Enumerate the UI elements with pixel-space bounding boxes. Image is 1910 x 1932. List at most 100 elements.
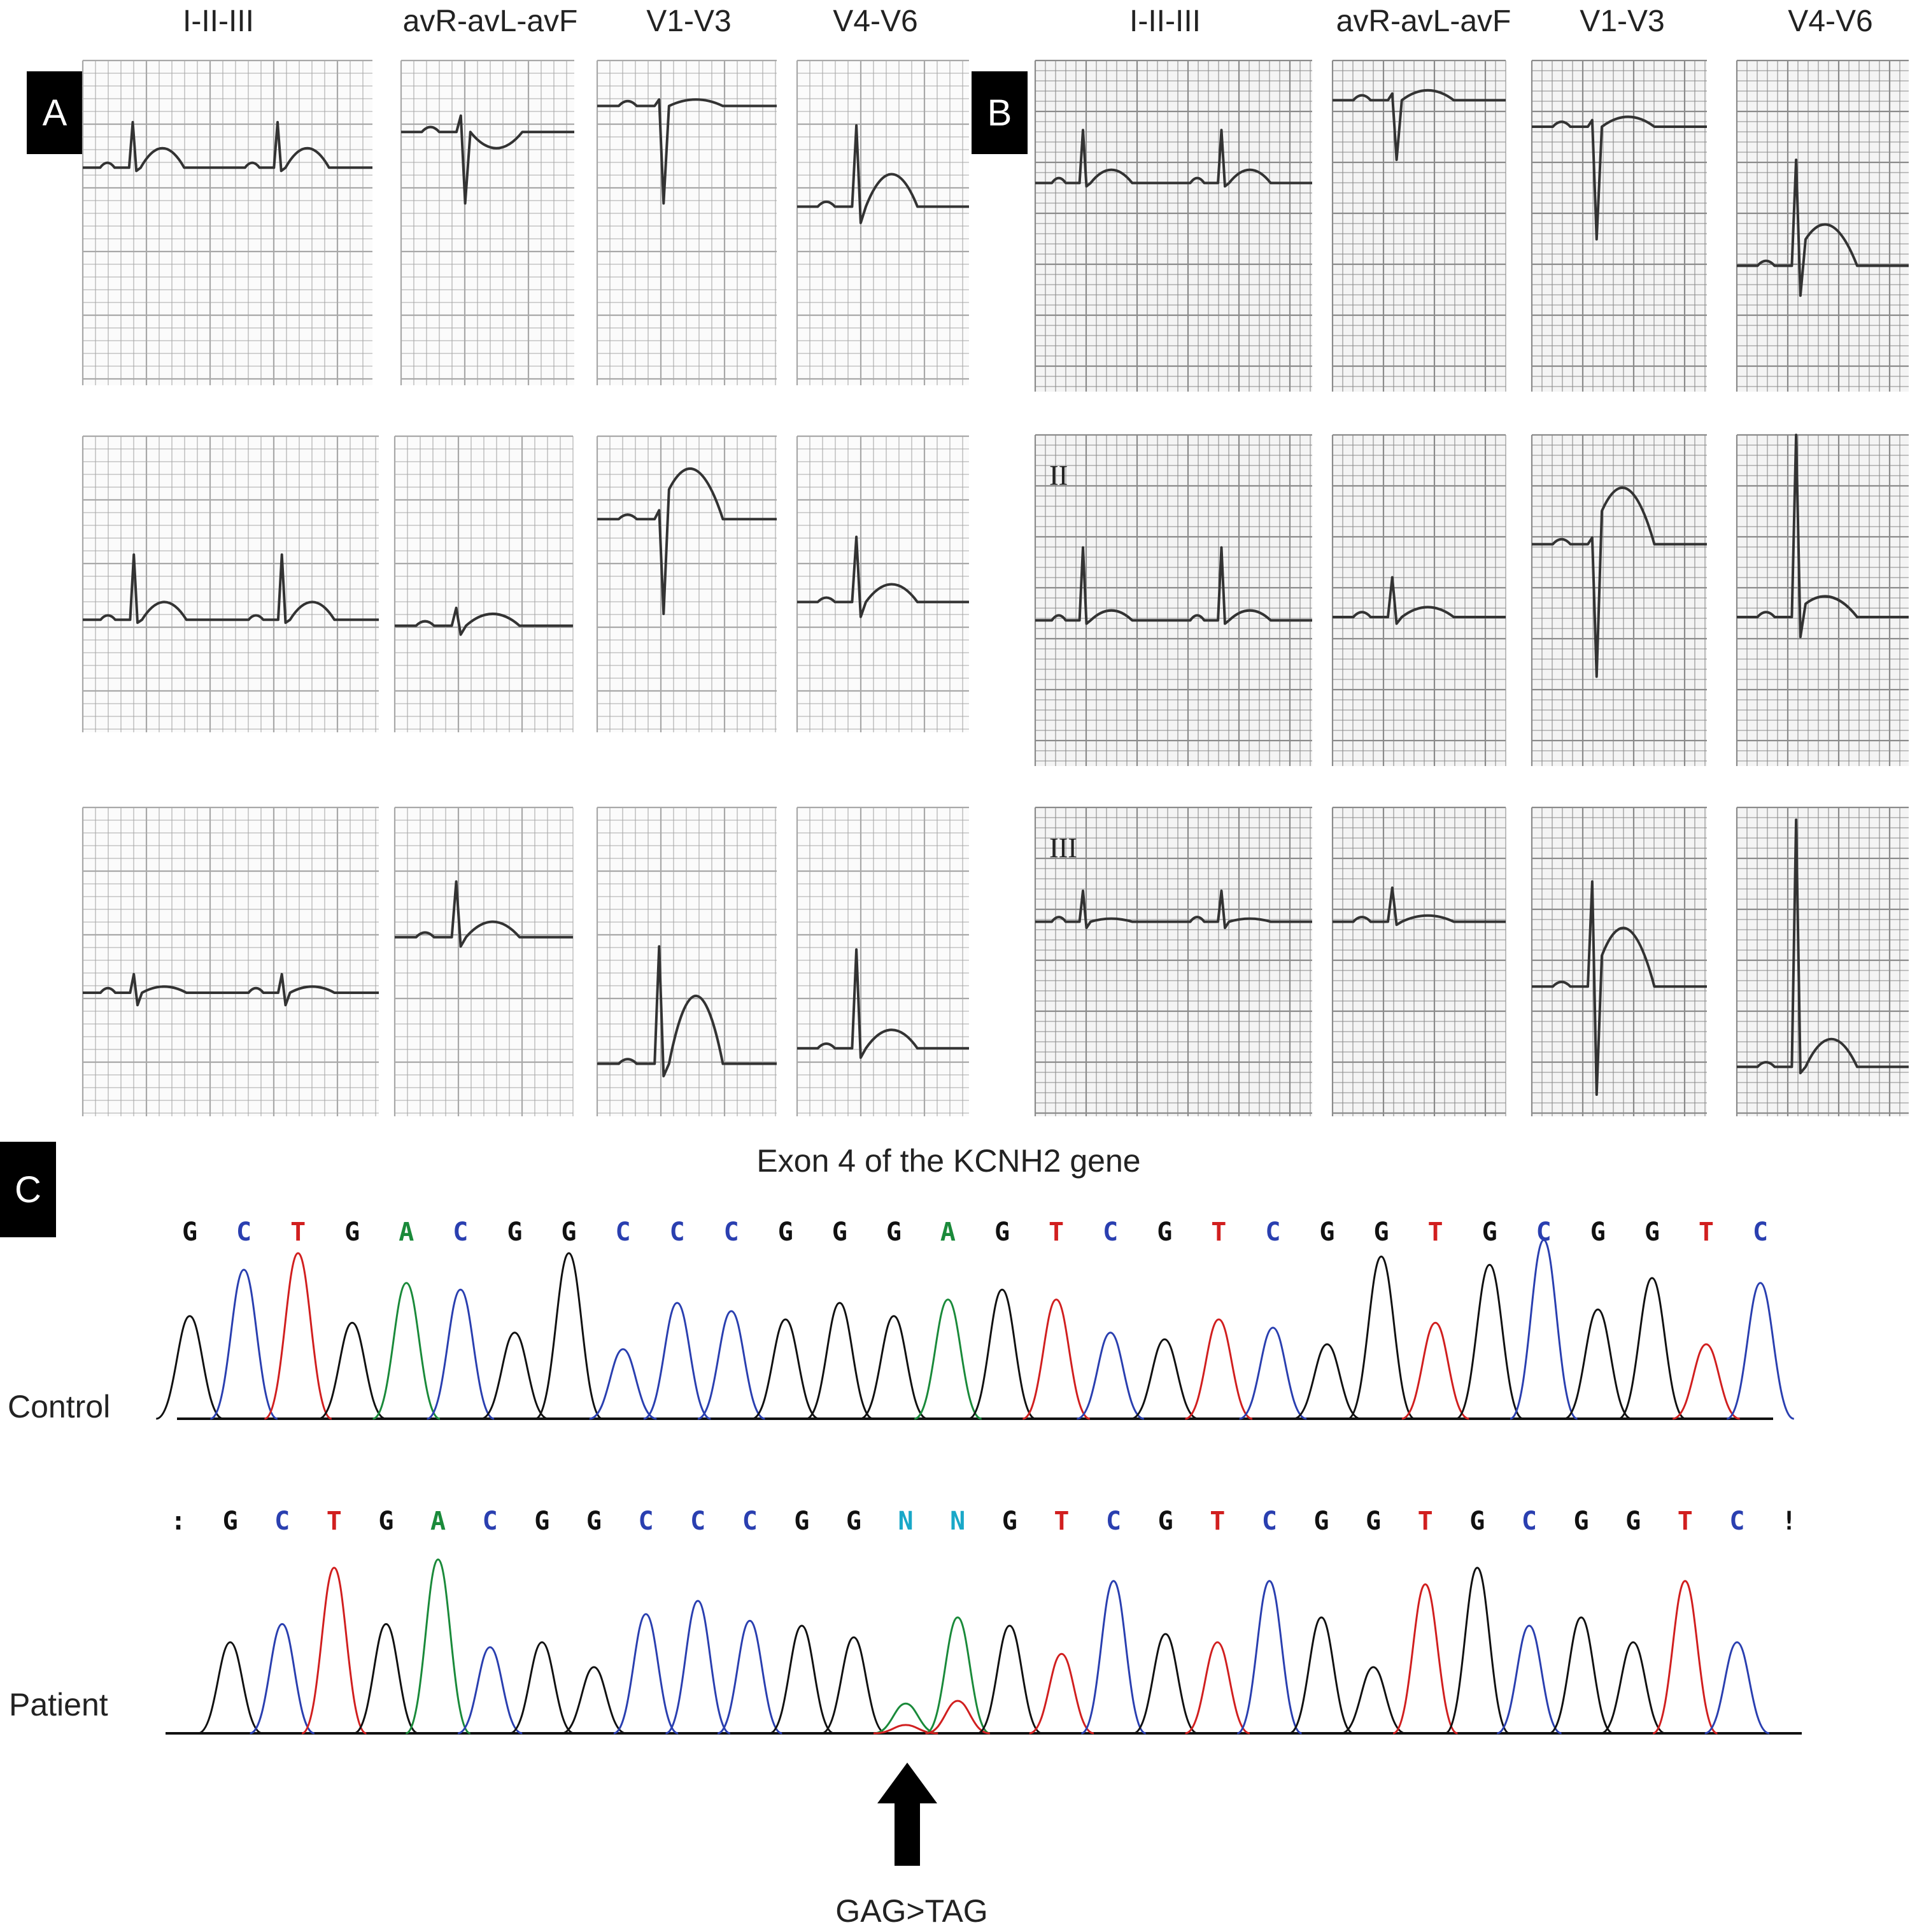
patient-base-call: G [223,1507,238,1536]
control-base-call: G [507,1218,522,1247]
panel-b-row1-strip-1 [1034,59,1312,392]
panel-a-header-v4v6: V4-V6 [833,4,918,38]
patient-base-call: ! [1781,1507,1797,1536]
ecg-trace [1035,546,1312,625]
ecg-trace [597,467,777,615]
ecg-trace [1333,576,1506,625]
ecg-trace [597,98,777,205]
ecg-trace [1333,89,1506,161]
control-peak [427,1288,495,1420]
control-peak [860,1315,928,1420]
ecg-trace [1532,487,1707,678]
sequencing-title: Exon 4 of the KCNH2 gene [756,1143,1141,1179]
panel-a-row3-strip-2 [393,806,574,1116]
patient-base-call: G [534,1507,549,1536]
panel-b-row2-strip-2 [1331,434,1506,766]
ecg-trace [395,880,573,948]
control-peak [805,1302,874,1420]
patient-base-call: T [1418,1507,1433,1536]
panel-b-header-v4v6: V4-V6 [1788,4,1873,38]
ecg-trace [597,945,777,1077]
control-peak [1239,1326,1307,1420]
control-base-call: G [344,1218,360,1247]
control-base-call: G [1373,1218,1389,1247]
patient-base-call: A [430,1507,446,1536]
control-base-call: G [1645,1218,1660,1247]
ecg-trace [1333,886,1506,927]
panel-a-row1-strip-2 [400,59,574,385]
control-base-call: G [994,1218,1010,1247]
patient-base-call: G [1158,1507,1173,1536]
ecg-trace [797,124,969,224]
control-base-call: G [1482,1218,1497,1247]
patient-peak [1236,1580,1303,1735]
ecg-trace [797,536,969,618]
control-base-call: G [182,1218,197,1247]
control-base-call: C [1103,1218,1118,1247]
control-base-call: C [1265,1218,1280,1247]
panel-a-row3-strip-4 [796,806,969,1116]
patient-peak [457,1646,523,1735]
patient-peak [1133,1633,1198,1735]
control-peak [372,1282,441,1420]
control-peak [1401,1321,1469,1420]
control-base-call: C [236,1218,251,1247]
patient-base-call: G [1574,1507,1589,1536]
panel-a-row2-strip-3 [596,435,777,732]
panel-b-row2-strip-4 [1736,434,1909,766]
ecg-trace [1532,880,1707,1096]
patient-peak [925,1616,991,1735]
patient-base-call: T [1210,1507,1225,1536]
control-peak [318,1321,386,1420]
control-peak [1077,1332,1145,1420]
patient-peak [561,1666,626,1735]
panel-b-header-v1v3: V1-V3 [1580,4,1665,38]
patient-peak [1548,1616,1614,1735]
control-base-call: C [724,1218,739,1247]
panel-b-badge: B [972,71,1028,154]
patient-peak [665,1600,731,1735]
patient-peak [1652,1580,1718,1735]
patient-base-call: T [1678,1507,1693,1536]
control-base-call: T [1699,1218,1714,1247]
control-peak [643,1302,711,1420]
control-peak [1672,1343,1741,1420]
patient-base-call: C [1522,1507,1537,1536]
control-peak [1510,1239,1578,1420]
mutation-label: GAG>TAG [835,1893,988,1929]
patient-base-call: C [1106,1507,1121,1536]
control-peak [1131,1338,1199,1420]
patient-base-call: T [1054,1507,1069,1536]
control-base-call: C [1753,1218,1768,1247]
patient-base-call: G [1625,1507,1641,1536]
patient-peak [873,1702,938,1735]
ecg-trace [1035,889,1312,930]
patient-peak [821,1636,887,1735]
control-peak [697,1310,765,1420]
patient-peak [1601,1641,1666,1735]
patient-peak [1445,1566,1510,1735]
ecg-trace [83,120,372,173]
patient-base-call: T [327,1507,342,1536]
panel-b-row1-strip-3 [1531,59,1707,392]
panel-a-row1-strip-3 [596,59,777,385]
control-peak [535,1252,603,1420]
control-peak [751,1318,819,1420]
panel-b-header-limb: I-II-III [1129,4,1201,38]
control-peak [1293,1343,1361,1420]
patient-base-call: : [171,1507,186,1536]
control-base-call: C [616,1218,631,1247]
control-base-call: G [886,1218,902,1247]
patient-peak [301,1566,367,1735]
panel-b-row3-strip-4 [1736,806,1909,1116]
control-base-call: T [1428,1218,1443,1247]
patient-base-call: G [378,1507,393,1536]
control-base-call: G [1157,1218,1172,1247]
panel-a-row1-strip-4 [796,59,969,385]
patient-base-call: N [950,1507,965,1536]
patient-peak [197,1641,263,1735]
control-base-call: G [561,1218,576,1247]
ecg-trace [1035,129,1312,188]
panel-a-row2-strip-1 [81,435,379,732]
